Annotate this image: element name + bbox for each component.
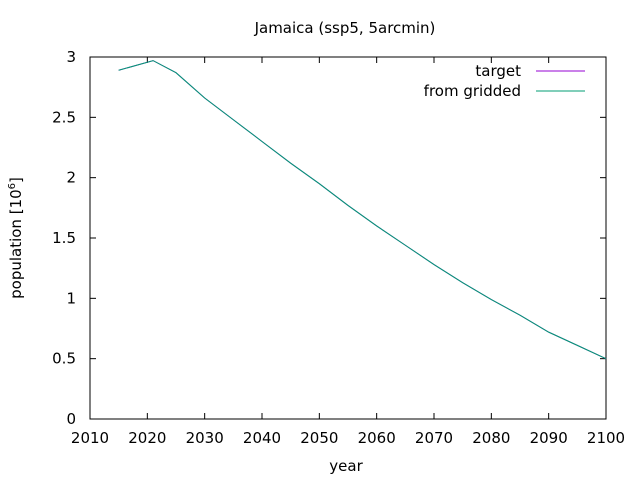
x-tick-label: 2050 xyxy=(300,429,338,447)
legend-label-from-gridded: from gridded xyxy=(424,82,521,100)
y-axis-label-close: ] xyxy=(7,177,25,183)
x-axis-label: year xyxy=(329,457,363,475)
x-tick-label: 2030 xyxy=(186,429,224,447)
x-tick-label: 2040 xyxy=(243,429,281,447)
y-axis-label-exponent: 6 xyxy=(7,183,18,189)
y-axis-label-base: population [10 xyxy=(7,189,25,299)
series-line-from-gridded xyxy=(118,60,607,360)
x-tick-label: 2060 xyxy=(358,429,396,447)
y-tick-label: 1.5 xyxy=(52,229,76,247)
y-axis-label: population [106] xyxy=(7,177,25,299)
y-tick-label: 0 xyxy=(66,410,76,428)
x-tick-label: 2080 xyxy=(472,429,510,447)
y-tick-label: 0.5 xyxy=(52,350,76,368)
y-tick-label: 2 xyxy=(66,169,76,187)
legend: target from gridded xyxy=(424,62,585,100)
x-tick-label: 2020 xyxy=(128,429,166,447)
y-axis-ticks: 0 0.5 1 1.5 2 2.5 3 xyxy=(52,48,606,428)
chart-title: Jamaica (ssp5, 5arcmin) xyxy=(254,19,436,37)
y-tick-label: 3 xyxy=(66,48,76,66)
y-tick-label: 1 xyxy=(66,289,76,307)
series-group xyxy=(118,60,607,360)
legend-label-target: target xyxy=(475,62,521,80)
x-tick-label: 2090 xyxy=(530,429,568,447)
x-tick-label: 2100 xyxy=(587,429,625,447)
x-tick-label: 2010 xyxy=(71,429,109,447)
x-tick-label: 2070 xyxy=(415,429,453,447)
y-tick-label: 2.5 xyxy=(52,108,76,126)
x-axis-ticks: 2010 2020 2030 2040 2050 2060 2070 2080 2090 2100 xyxy=(71,57,625,447)
